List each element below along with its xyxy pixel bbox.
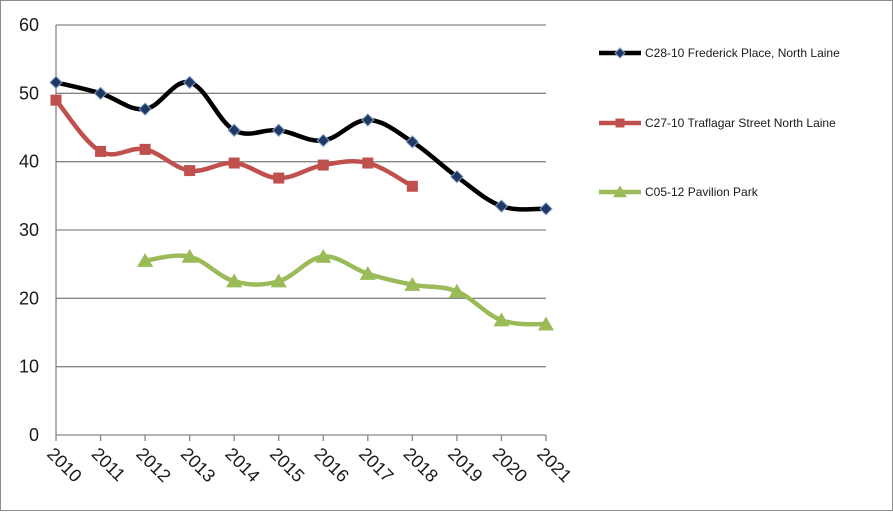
legend-item-0: C28-10 Frederick Place, North Laine	[599, 46, 840, 60]
data-point	[228, 157, 240, 169]
data-point	[50, 94, 62, 106]
data-point	[493, 312, 510, 327]
y-tick-label: 30	[19, 220, 39, 240]
series-1	[50, 94, 418, 192]
data-point	[49, 75, 63, 90]
legend: C28-10 Frederick Place, North Laine C27-1…	[599, 46, 840, 199]
series-layer	[49, 75, 555, 331]
x-tick-label: 2012	[132, 444, 174, 486]
x-tick-label: 2010	[43, 444, 85, 486]
data-point	[137, 253, 154, 267]
y-tick-label: 50	[19, 83, 39, 103]
series-line	[53, 97, 415, 189]
axes	[55, 25, 547, 441]
data-point	[406, 180, 418, 192]
y-tick-label: 0	[29, 425, 39, 445]
data-point	[537, 316, 555, 331]
legend-marker	[615, 118, 625, 128]
data-point	[316, 133, 330, 148]
data-point	[270, 273, 287, 288]
x-tick-label: 2013	[177, 444, 219, 486]
x-tick-label: 2014	[221, 444, 263, 486]
data-point	[539, 202, 553, 216]
data-point	[184, 165, 196, 177]
x-tick-label: 2011	[88, 444, 130, 486]
x-tick-label: 2016	[310, 444, 352, 486]
series-2	[137, 248, 555, 331]
data-point	[273, 172, 285, 184]
data-point	[405, 135, 420, 149]
y-tick-label: 10	[19, 357, 39, 377]
data-point	[226, 273, 243, 288]
data-point	[139, 143, 151, 155]
series-0	[49, 75, 553, 216]
data-point	[315, 248, 332, 263]
y-axis-ticks: 0 10 20 30 40 50 60	[19, 15, 39, 445]
series-line	[142, 253, 549, 327]
data-point	[182, 75, 197, 90]
y-tick-label: 40	[19, 152, 39, 172]
legend-label: C05-12 Pavilion Park	[645, 185, 759, 199]
data-point	[361, 113, 375, 127]
y-tick-label: 60	[19, 15, 39, 35]
x-tick-label: 2017	[355, 444, 397, 486]
data-point	[181, 248, 198, 263]
legend-label: C27-10 Traflagar Street North Laine	[645, 116, 836, 130]
legend-label: C28-10 Frederick Place, North Laine	[645, 46, 840, 60]
x-tick-label: 2018	[400, 444, 442, 486]
data-point	[450, 169, 464, 184]
data-point	[138, 102, 152, 116]
y-tick-label: 20	[19, 288, 39, 308]
x-tick-label: 2019	[444, 444, 486, 486]
legend-item-1: C27-10 Traflagar Street North Laine	[599, 116, 836, 130]
series-line	[53, 80, 549, 212]
legend-item-2: C05-12 Pavilion Park	[599, 185, 759, 199]
data-point	[362, 157, 374, 169]
data-point	[95, 145, 107, 157]
data-point	[272, 123, 286, 137]
data-point	[317, 159, 329, 171]
data-point	[359, 266, 376, 280]
x-tick-label: 2015	[266, 444, 308, 486]
x-tick-label: 2020	[489, 444, 531, 486]
data-point	[93, 86, 108, 101]
gridlines	[56, 24, 546, 368]
data-point	[227, 123, 241, 137]
data-point	[494, 199, 509, 213]
x-axis-ticks: 2010 2011 2012 2013 2014 2015 2016 2017 2018 2019…	[43, 444, 575, 486]
legend-marker	[613, 185, 627, 198]
legend-marker	[614, 47, 626, 59]
data-point	[404, 276, 421, 291]
x-tick-label: 2021	[533, 444, 575, 486]
data-point	[448, 283, 465, 298]
